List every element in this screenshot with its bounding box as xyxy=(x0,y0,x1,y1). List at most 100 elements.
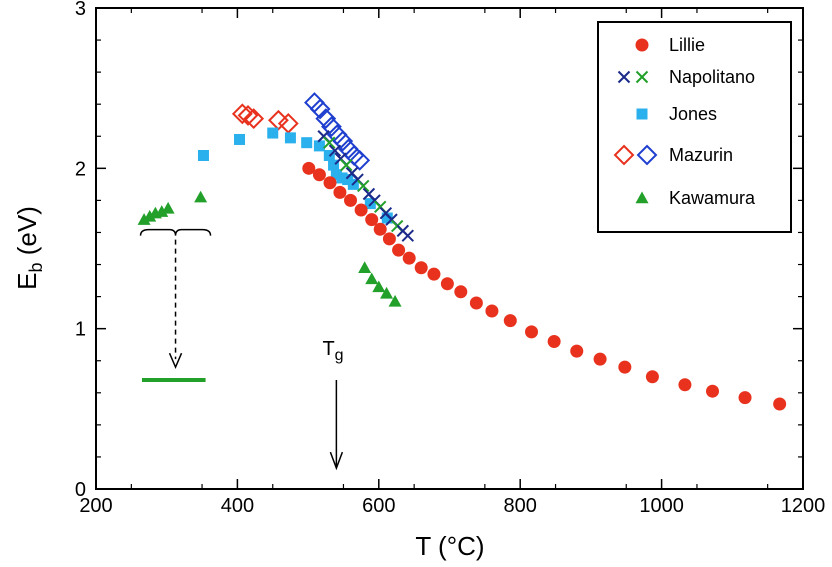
mazurin-point xyxy=(237,105,259,126)
kawamura-point xyxy=(161,201,175,214)
jones-point xyxy=(381,212,393,224)
legend-symbol-jones xyxy=(636,108,648,120)
lillie-point xyxy=(503,314,517,328)
kawamura-point xyxy=(388,294,402,307)
jones-point xyxy=(301,137,313,149)
lillie-point xyxy=(454,285,468,299)
napolitano-point-stroke-b xyxy=(317,130,330,143)
legend-label-lillie: Lillie xyxy=(669,35,705,55)
curly-brace xyxy=(139,228,212,236)
lillie-point xyxy=(365,213,379,227)
napolitano-point xyxy=(340,158,353,172)
legend-symbol-napolitano-a-stroke-b xyxy=(617,70,631,84)
lillie-point xyxy=(333,185,347,199)
y-tick-label: 3 xyxy=(75,0,86,20)
lillie-point xyxy=(382,232,396,246)
legend-symbol-napolitano-a xyxy=(617,70,631,84)
tg-label-main: T xyxy=(322,338,334,360)
legend-label-kawamura: Kawamura xyxy=(669,188,756,208)
annotations xyxy=(139,228,344,471)
kawamura-point xyxy=(365,272,379,285)
series-mazurin xyxy=(231,92,371,171)
napolitano-point xyxy=(328,144,342,157)
lillie-point xyxy=(618,360,632,374)
tg-arrow-head xyxy=(329,451,344,471)
mazurin-point xyxy=(349,149,371,171)
y-tick-label: 2 xyxy=(75,158,86,180)
jones-point xyxy=(330,169,342,181)
lillie-point xyxy=(414,261,428,275)
napolitano-point xyxy=(323,136,336,149)
tg-label-sub: g xyxy=(335,347,344,364)
mazurin-point xyxy=(231,103,253,125)
kawamura-point xyxy=(137,213,151,225)
mazurin-point xyxy=(321,116,342,138)
lillie-point xyxy=(373,222,387,236)
lillie-point xyxy=(427,267,441,281)
legend-box xyxy=(597,21,792,233)
x-axis-title: T (°C) xyxy=(415,531,484,561)
lillie-point xyxy=(547,334,561,348)
data-marks xyxy=(137,92,787,411)
mazurin-point xyxy=(332,130,354,152)
x-tick-label: 1000 xyxy=(639,495,684,517)
legend-symbol-lillie xyxy=(635,38,649,52)
dashed-arrow-head xyxy=(168,352,183,370)
mazurin-point xyxy=(267,109,289,131)
napolitano-point-stroke-b xyxy=(334,152,347,165)
mazurin-point xyxy=(309,98,331,120)
series-lillie xyxy=(302,161,787,411)
legend-symbol-mazurin-a xyxy=(613,144,635,166)
series-napolitano xyxy=(317,130,414,242)
napolitano-point-stroke-b xyxy=(328,144,342,157)
kawamura-point xyxy=(143,209,157,222)
lillie-point xyxy=(678,378,692,392)
napolitano-point xyxy=(401,229,414,242)
napolitano-point-stroke-b xyxy=(362,187,376,201)
napolitano-point-stroke-b xyxy=(379,207,393,220)
tg-label: Tg xyxy=(322,338,343,364)
mazurin-point xyxy=(277,113,299,134)
napolitano-point-stroke-b xyxy=(345,166,359,180)
lillie-point xyxy=(344,193,358,207)
x-tick-label: 800 xyxy=(504,495,537,517)
lillie-point xyxy=(354,203,368,217)
legend-label-jones: Jones xyxy=(669,104,717,124)
napolitano-point xyxy=(357,179,370,193)
axis-ticks xyxy=(95,7,804,490)
legend-symbol-napolitano-b xyxy=(635,70,649,84)
mazurin-point xyxy=(243,108,265,130)
legend-symbol-kawamura xyxy=(635,191,649,204)
kawamura-point xyxy=(194,190,208,203)
jones-point xyxy=(197,150,209,162)
jones-point xyxy=(267,127,279,139)
napolitano-point-stroke-b xyxy=(374,200,387,214)
lillie-point xyxy=(302,161,316,175)
plot-frame xyxy=(95,7,804,490)
y-axis-title: Eb (eV) xyxy=(12,206,46,290)
kawamura-point xyxy=(155,205,169,217)
lillie-point xyxy=(440,277,454,291)
x-tick-label: 200 xyxy=(79,495,112,517)
legend-label-mazurin: Mazurin xyxy=(669,145,733,165)
napolitano-point-stroke-b xyxy=(351,173,364,186)
lillie-point xyxy=(773,397,787,411)
kawamura-point xyxy=(358,261,372,273)
jones-point xyxy=(234,133,246,145)
lillie-point xyxy=(402,251,416,265)
legend-symbols xyxy=(613,38,658,204)
legend: Lillie Napolitano Jones Mazurin Kawamura xyxy=(597,21,792,233)
y-tick-label: 1 xyxy=(75,319,86,341)
lillie-point xyxy=(525,325,539,339)
x-tick-label: 1200 xyxy=(781,495,826,517)
napolitano-point-stroke-b xyxy=(368,194,381,207)
series-kawamura xyxy=(137,190,402,307)
lillie-point xyxy=(570,344,584,358)
lillie-point xyxy=(392,243,406,257)
x-tick-label: 600 xyxy=(362,495,395,517)
jones-point xyxy=(328,159,340,171)
y-tick-label: 0 xyxy=(75,479,86,501)
napolitano-point-stroke-b xyxy=(385,213,398,226)
lillie-point xyxy=(312,168,326,182)
